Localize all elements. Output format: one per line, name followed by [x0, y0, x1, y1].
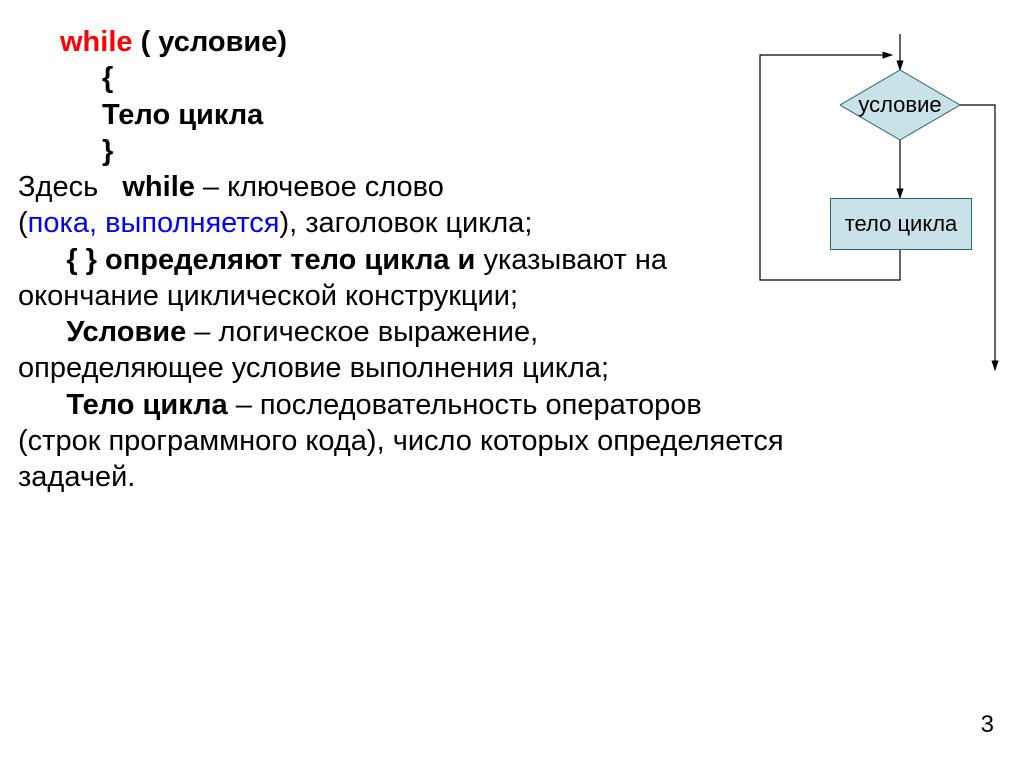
- flowchart-body-label: тело цикла: [845, 211, 958, 237]
- flowchart: условие тело цикла: [720, 20, 1000, 400]
- while-keyword: while: [60, 26, 133, 58]
- flowchart-condition-node: условие: [840, 70, 960, 140]
- explain-line-8: (строк программного кода), число которых…: [18, 423, 980, 459]
- slide: while ( условие) { Тело цикла } Здесь wh…: [0, 0, 1024, 767]
- flowchart-body-node: тело цикла: [830, 198, 972, 250]
- flowchart-condition-label: условие: [840, 70, 960, 140]
- page-number: 3: [981, 711, 994, 739]
- while-condition: ( условие): [133, 26, 288, 58]
- explain-line-9: задачей.: [18, 459, 980, 495]
